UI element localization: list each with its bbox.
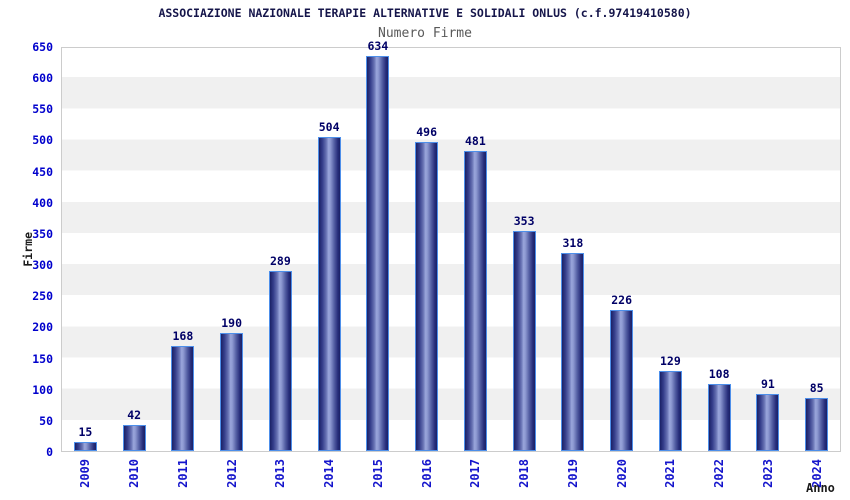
bar-value-label: 85	[809, 381, 824, 395]
bar-value-label: 504	[318, 120, 340, 134]
bar	[756, 394, 780, 451]
y-tick-label: 300	[32, 258, 53, 273]
bar	[561, 253, 585, 451]
x-tick-label: 2017	[468, 459, 483, 488]
bar	[268, 271, 292, 451]
bar	[122, 425, 146, 451]
bar-value-label: 353	[513, 214, 535, 228]
y-tick-label: 50	[39, 413, 53, 428]
x-tick-label: 2015	[370, 459, 385, 488]
bar	[366, 56, 390, 451]
y-tick-label: 450	[32, 164, 53, 179]
bar-value-label: 91	[760, 377, 775, 391]
bar	[658, 371, 682, 451]
bar	[73, 442, 97, 451]
bar-value-label: 108	[708, 367, 730, 381]
x-tick-label: 2012	[224, 459, 239, 488]
x-tick-label: 2014	[322, 459, 337, 488]
x-tick-label: 2013	[273, 459, 288, 488]
bar-value-label: 289	[269, 254, 291, 268]
bar-value-label: 168	[172, 329, 194, 343]
bar	[317, 137, 341, 451]
bar	[220, 333, 244, 451]
x-axis-label: Anno	[806, 481, 835, 495]
x-tick-label: 2021	[663, 459, 678, 488]
x-tick-label: 2016	[419, 459, 434, 488]
bar-value-label: 496	[416, 125, 438, 139]
bar	[610, 310, 634, 451]
x-tick-label: 2011	[175, 459, 190, 488]
x-tick-label: 2022	[712, 459, 727, 488]
bar-value-label: 634	[367, 39, 389, 53]
bar-value-label: 42	[127, 408, 142, 422]
y-tick-label: 400	[32, 195, 53, 210]
x-tick-label: 2010	[127, 459, 142, 488]
y-tick-label: 250	[32, 289, 53, 304]
bar	[415, 142, 439, 451]
bar	[463, 151, 487, 451]
y-tick-label: 200	[32, 320, 53, 335]
y-tick-label: 550	[32, 102, 53, 117]
bar-value-label: 226	[611, 293, 633, 307]
bar	[707, 384, 731, 451]
bar	[171, 346, 195, 451]
bar	[805, 398, 829, 451]
x-tick-label: 2024	[809, 459, 824, 488]
x-tick-label: 2018	[517, 459, 532, 488]
x-tick-label: 2019	[565, 459, 580, 488]
y-tick-label: 0	[46, 445, 53, 459]
y-tick-label: 600	[32, 71, 53, 86]
y-tick-label: 650	[32, 40, 53, 54]
y-tick-label: 500	[32, 133, 53, 148]
x-tick-label: 2009	[78, 459, 93, 488]
y-tick-label: 100	[32, 382, 53, 397]
x-tick-label: 2023	[760, 459, 775, 488]
bar-value-label: 481	[464, 134, 486, 148]
y-tick-label: 350	[32, 226, 53, 241]
bar-value-label: 318	[562, 236, 584, 250]
bar	[512, 231, 536, 451]
bar-value-label: 15	[78, 425, 93, 439]
y-tick-label: 150	[32, 351, 53, 366]
bar-value-label: 190	[221, 316, 243, 330]
x-tick-label: 2020	[614, 459, 629, 488]
chart-title: ASSOCIAZIONE NAZIONALE TERAPIE ALTERNATI…	[158, 6, 692, 20]
bar-value-label: 129	[659, 354, 681, 368]
chart-subtitle: Numero Firme	[378, 26, 472, 41]
